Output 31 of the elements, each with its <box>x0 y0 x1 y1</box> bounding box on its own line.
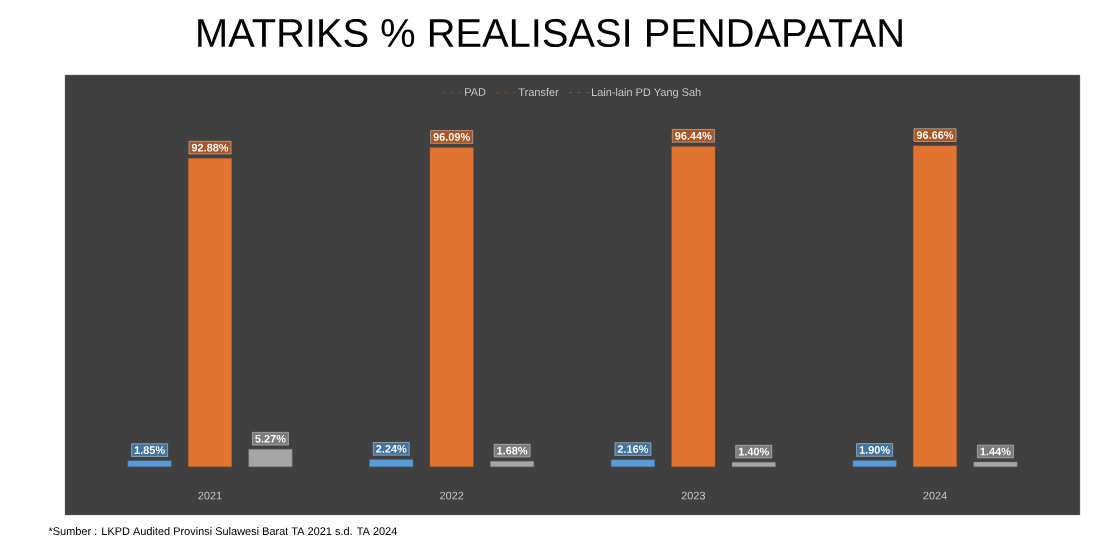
data-label: 96.44% <box>675 131 712 140</box>
data-label: 1.44% <box>980 447 1011 456</box>
bar <box>490 461 535 468</box>
x-tick-label: 2021 <box>198 491 222 500</box>
data-label: 5.27% <box>255 434 286 443</box>
bar <box>369 459 414 468</box>
bar <box>610 459 655 468</box>
data-label: 96.09% <box>433 133 470 141</box>
bar <box>852 460 897 468</box>
data-label: 2.24% <box>376 444 407 453</box>
data-label: 1.68% <box>497 446 528 455</box>
data-label: 1.90% <box>859 446 890 454</box>
bar <box>248 449 293 468</box>
data-label: 1.85% <box>134 446 165 454</box>
legend-label: Lain-lain PD Yang Sah <box>592 87 701 99</box>
bar <box>429 147 474 468</box>
legend-label: PAD <box>465 88 486 96</box>
legend-label: Transfer <box>518 88 559 97</box>
bar <box>671 146 716 468</box>
x-tick-label: 2022 <box>440 491 464 500</box>
bar <box>188 158 232 468</box>
bar <box>127 460 172 468</box>
x-tick-label: 2024 <box>923 491 947 500</box>
chart-title: MATRIKS % REALISASI PENDAPATAN <box>198 18 902 48</box>
text: *Sumber : LKPD Audited Provinsi Sulawesi Barat TA 2021 s.d. TA 2024 <box>48 526 397 536</box>
data-label: 1.40% <box>738 447 769 456</box>
data-label: 2.16% <box>617 445 649 453</box>
data-label: 96.66% <box>916 131 954 139</box>
data-label: 92.88% <box>191 143 229 152</box>
bar <box>913 145 957 468</box>
x-tick-label: 2023 <box>681 491 706 500</box>
